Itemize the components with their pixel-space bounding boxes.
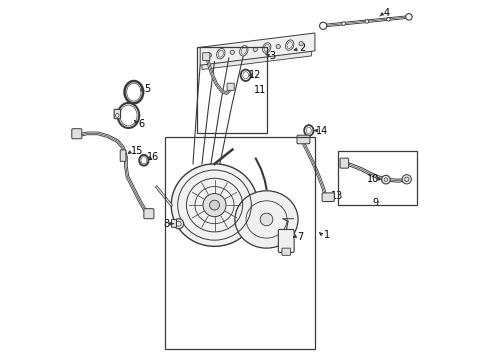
Circle shape bbox=[230, 50, 234, 54]
FancyBboxPatch shape bbox=[120, 150, 126, 161]
Text: 4: 4 bbox=[384, 8, 390, 18]
Text: 9: 9 bbox=[373, 198, 379, 208]
Ellipse shape bbox=[263, 43, 271, 53]
FancyBboxPatch shape bbox=[297, 135, 310, 144]
Text: 11: 11 bbox=[254, 85, 267, 95]
FancyBboxPatch shape bbox=[340, 158, 349, 168]
Circle shape bbox=[406, 14, 412, 20]
Text: 2: 2 bbox=[299, 43, 305, 53]
Polygon shape bbox=[202, 40, 311, 69]
Ellipse shape bbox=[217, 49, 225, 59]
Circle shape bbox=[276, 44, 280, 49]
Ellipse shape bbox=[306, 127, 311, 134]
FancyBboxPatch shape bbox=[172, 220, 176, 227]
Circle shape bbox=[382, 175, 390, 184]
Ellipse shape bbox=[287, 42, 293, 49]
Text: 12: 12 bbox=[249, 70, 261, 80]
Circle shape bbox=[253, 47, 257, 51]
FancyBboxPatch shape bbox=[227, 83, 234, 90]
Text: 10: 10 bbox=[367, 174, 379, 184]
Text: 1: 1 bbox=[324, 230, 330, 239]
Circle shape bbox=[365, 20, 368, 23]
Ellipse shape bbox=[120, 105, 137, 126]
Circle shape bbox=[203, 194, 226, 217]
Circle shape bbox=[299, 41, 303, 46]
Bar bbox=[338, 151, 417, 205]
Text: 7: 7 bbox=[297, 232, 303, 242]
Text: 14: 14 bbox=[316, 126, 328, 135]
Circle shape bbox=[210, 200, 220, 210]
Circle shape bbox=[207, 53, 212, 57]
FancyBboxPatch shape bbox=[322, 193, 334, 202]
FancyBboxPatch shape bbox=[114, 109, 121, 119]
Ellipse shape bbox=[235, 191, 298, 248]
FancyBboxPatch shape bbox=[144, 209, 154, 219]
Bar bbox=[166, 137, 315, 348]
Ellipse shape bbox=[141, 157, 147, 164]
Ellipse shape bbox=[241, 48, 246, 54]
Bar bbox=[196, 47, 267, 134]
Polygon shape bbox=[200, 33, 315, 65]
Text: 3: 3 bbox=[269, 51, 275, 61]
Circle shape bbox=[260, 213, 273, 226]
FancyBboxPatch shape bbox=[282, 248, 291, 255]
Text: 5: 5 bbox=[145, 84, 150, 94]
Circle shape bbox=[116, 114, 119, 117]
Text: 15: 15 bbox=[130, 146, 143, 156]
Ellipse shape bbox=[218, 50, 223, 57]
Ellipse shape bbox=[264, 45, 270, 51]
Text: 8: 8 bbox=[163, 219, 169, 229]
Ellipse shape bbox=[171, 164, 258, 246]
Circle shape bbox=[173, 219, 184, 229]
Text: 16: 16 bbox=[147, 152, 160, 162]
FancyBboxPatch shape bbox=[203, 53, 210, 60]
Ellipse shape bbox=[286, 40, 294, 50]
Ellipse shape bbox=[240, 46, 248, 56]
Circle shape bbox=[387, 18, 390, 21]
Text: 13: 13 bbox=[331, 191, 343, 201]
Circle shape bbox=[402, 175, 412, 184]
Circle shape bbox=[342, 22, 345, 26]
Ellipse shape bbox=[126, 83, 141, 101]
FancyBboxPatch shape bbox=[278, 229, 294, 252]
Ellipse shape bbox=[243, 72, 248, 79]
Circle shape bbox=[319, 22, 327, 30]
FancyBboxPatch shape bbox=[72, 129, 82, 139]
Text: 6: 6 bbox=[138, 119, 144, 129]
